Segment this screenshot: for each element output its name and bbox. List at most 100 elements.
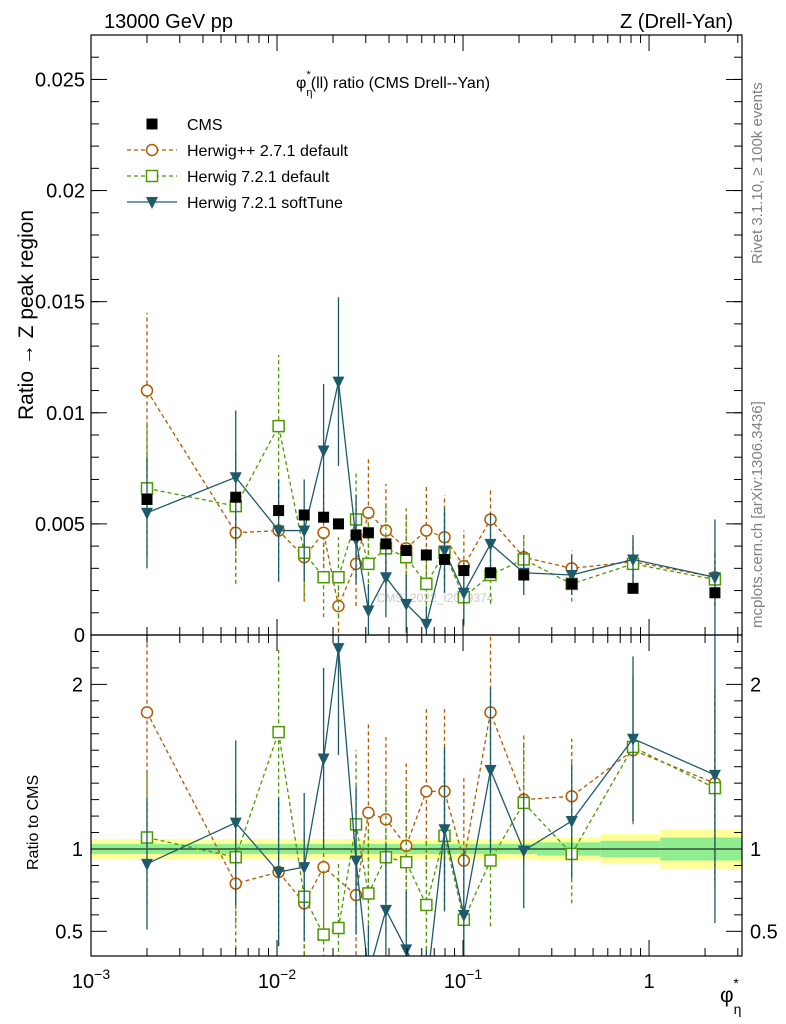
upper-point-herwig-7-2-1-default — [362, 557, 375, 571]
lower-point-herwig-7-2-1-default — [362, 887, 375, 900]
upper-point-cms — [332, 518, 344, 530]
upper-point-herwig-7-2-1-softtune — [627, 554, 640, 567]
legend-marker — [145, 169, 159, 183]
upper-point-herwig-7-2-1-softtune — [298, 525, 311, 538]
upper-point-herwig-7-2-1-softtune — [379, 572, 392, 585]
upper-point-herwig-2-7-1-default — [317, 526, 330, 540]
upper-point-herwig-7-2-1-softtune — [708, 572, 721, 585]
lower-y-tick-label-right: 0.5 — [750, 921, 778, 943]
legend: CMS Herwig++ 2.7.1 default Herwig 7.2.1 de… — [127, 117, 349, 212]
upper-point-cms — [318, 511, 330, 523]
upper-point-herwig-2-7-1-default — [140, 384, 154, 397]
lower-point-herwig-7-2-1-softtune — [298, 862, 311, 875]
legend-entry-2: Herwig 7.2.1 default — [127, 169, 330, 186]
upper-point-cms — [362, 527, 374, 539]
lower-point-herwig-7-2-1-softtune — [400, 944, 413, 956]
lower-point-herwig-7-2-1-softtune — [140, 858, 153, 871]
lower-point-herwig-7-2-1-softtune — [332, 643, 345, 656]
upper-data — [140, 297, 722, 635]
upper-point-herwig-7-2-1-softtune — [229, 472, 242, 485]
lower-point-herwig-7-2-1-default — [399, 855, 413, 869]
x-tick-label: 10−3 — [72, 966, 110, 993]
lower-plot: 0.5 0.5 1 1 2 2 10−3 10−2 10−1 1 — [55, 634, 778, 998]
upper-point-herwig-7-2-1-softtune — [400, 598, 413, 611]
lower-point-herwig-2-7-1-default — [140, 706, 154, 719]
upper-point-herwig-7-2-1-softtune — [438, 545, 451, 558]
lower-point-herwig-7-2-1-softtune — [484, 764, 497, 777]
lower-y-tick-label: 2 — [72, 674, 83, 696]
x-tick-label: 10−2 — [258, 966, 296, 993]
upper-point-cms — [627, 582, 639, 594]
upper-point-cms — [566, 578, 578, 590]
upper-point-cms — [350, 529, 362, 541]
lower-point-herwig-7-2-1-softtune — [420, 986, 432, 998]
upper-line-herwig-7-2-1-default — [146, 424, 716, 599]
upper-point-cms — [485, 567, 497, 579]
lower-point-herwig-7-2-1-default — [272, 725, 285, 739]
mcplots-label: mcplots.cern.ch [arXiv:1306.3436] — [749, 401, 766, 628]
legend-entry-3: Herwig 7.2.1 softTune — [127, 195, 343, 212]
upper-point-herwig-7-2-1-softtune — [362, 605, 375, 618]
upper-plot: 0 0.005 0.01 0.015 0.02 0.025 — [35, 34, 743, 647]
upper-point-cms — [273, 505, 285, 517]
upper-point-cms — [230, 491, 242, 503]
lower-point-herwig-7-2-1-default — [317, 928, 330, 941]
legend-marker — [145, 143, 159, 157]
lower-point-herwig-7-2-1-softtune — [272, 867, 285, 880]
upper-y-tick-label: 0.01 — [46, 403, 85, 425]
upper-point-cms — [420, 549, 432, 561]
watermark: CMS_2022_I2079374 — [377, 591, 494, 605]
lower-point-herwig-7-2-1-softtune — [708, 769, 721, 782]
upper-y-tick-label: 0.02 — [46, 181, 85, 203]
upper-point-herwig-7-2-1-default — [332, 570, 345, 584]
legend-marker — [146, 118, 158, 130]
upper-y-tick-label: 0.025 — [35, 69, 85, 91]
upper-point-cms — [380, 538, 392, 550]
upper-point-herwig-2-7-1-default — [420, 524, 433, 537]
header-left: 13000 GeV pp — [104, 11, 233, 33]
header-right: Z (Drell-Yan) — [620, 11, 733, 33]
lower-point-herwig-7-2-1-softtune — [457, 909, 470, 922]
upper-point-herwig-7-2-1-softtune — [457, 587, 470, 600]
upper-point-herwig-2-7-1-default — [362, 506, 375, 520]
lower-point-herwig-7-2-1-softtune — [229, 817, 242, 830]
legend-entry-0: CMS — [146, 117, 223, 134]
lower-frame — [90, 634, 743, 957]
lower-point-herwig-7-2-1-default — [484, 854, 497, 867]
upper-point-herwig-7-2-1-softtune — [140, 507, 153, 520]
lower-y-tick-label: 0.5 — [55, 921, 83, 943]
lower-point-herwig-7-2-1-softtune — [379, 904, 392, 917]
lower-y-tick-label-right: 2 — [750, 674, 761, 696]
lower-point-herwig-7-2-1-default — [420, 898, 433, 912]
upper-point-cms — [141, 493, 153, 505]
upper-point-cms — [709, 587, 721, 599]
lower-point-herwig-2-7-1-default — [362, 806, 375, 820]
lower-point-herwig-7-2-1-softtune — [317, 753, 330, 766]
upper-y-tick-label: 0.005 — [35, 514, 85, 536]
upper-point-cms — [518, 569, 530, 581]
lower-y-tick-label: 1 — [72, 839, 83, 861]
legend-label: Herwig 7.2.1 softTune — [187, 195, 343, 212]
lower-line-herwig-7-2-1-default — [146, 731, 716, 936]
upper-point-cms — [438, 553, 450, 565]
lower-point-herwig-2-7-1-default — [420, 785, 433, 798]
upper-point-herwig-7-2-1-default — [420, 577, 433, 591]
x-tick-label: 10−1 — [444, 966, 482, 993]
x-axis-label: φη* — [720, 975, 741, 1017]
upper-point-herwig-7-2-1-softtune — [272, 525, 285, 538]
upper-point-herwig-7-2-1-softtune — [420, 618, 433, 631]
lower-point-herwig-7-2-1-softtune — [350, 855, 363, 868]
upper-point-herwig-7-2-1-default — [317, 570, 330, 584]
legend-label: Herwig 7.2.1 default — [187, 169, 330, 186]
lower-point-herwig-7-2-1-softtune — [517, 845, 530, 858]
lower-data — [140, 635, 722, 998]
upper-point-herwig-7-2-1-softtune — [317, 445, 330, 458]
upper-y-tick-label: 0.015 — [35, 292, 85, 314]
lower-line-herwig-7-2-1-softtune — [146, 648, 716, 956]
upper-line-herwig-7-2-1-softtune — [146, 381, 716, 626]
lower-point-herwig-7-2-1-softtune — [438, 824, 451, 837]
x-tick-label: 1 — [643, 971, 654, 993]
lower-point-herwig-7-2-1-softtune — [565, 816, 578, 829]
plot-title: φη*(ll) ratio (CMS Drell--Yan) — [296, 69, 490, 99]
legend-marker — [146, 197, 158, 209]
